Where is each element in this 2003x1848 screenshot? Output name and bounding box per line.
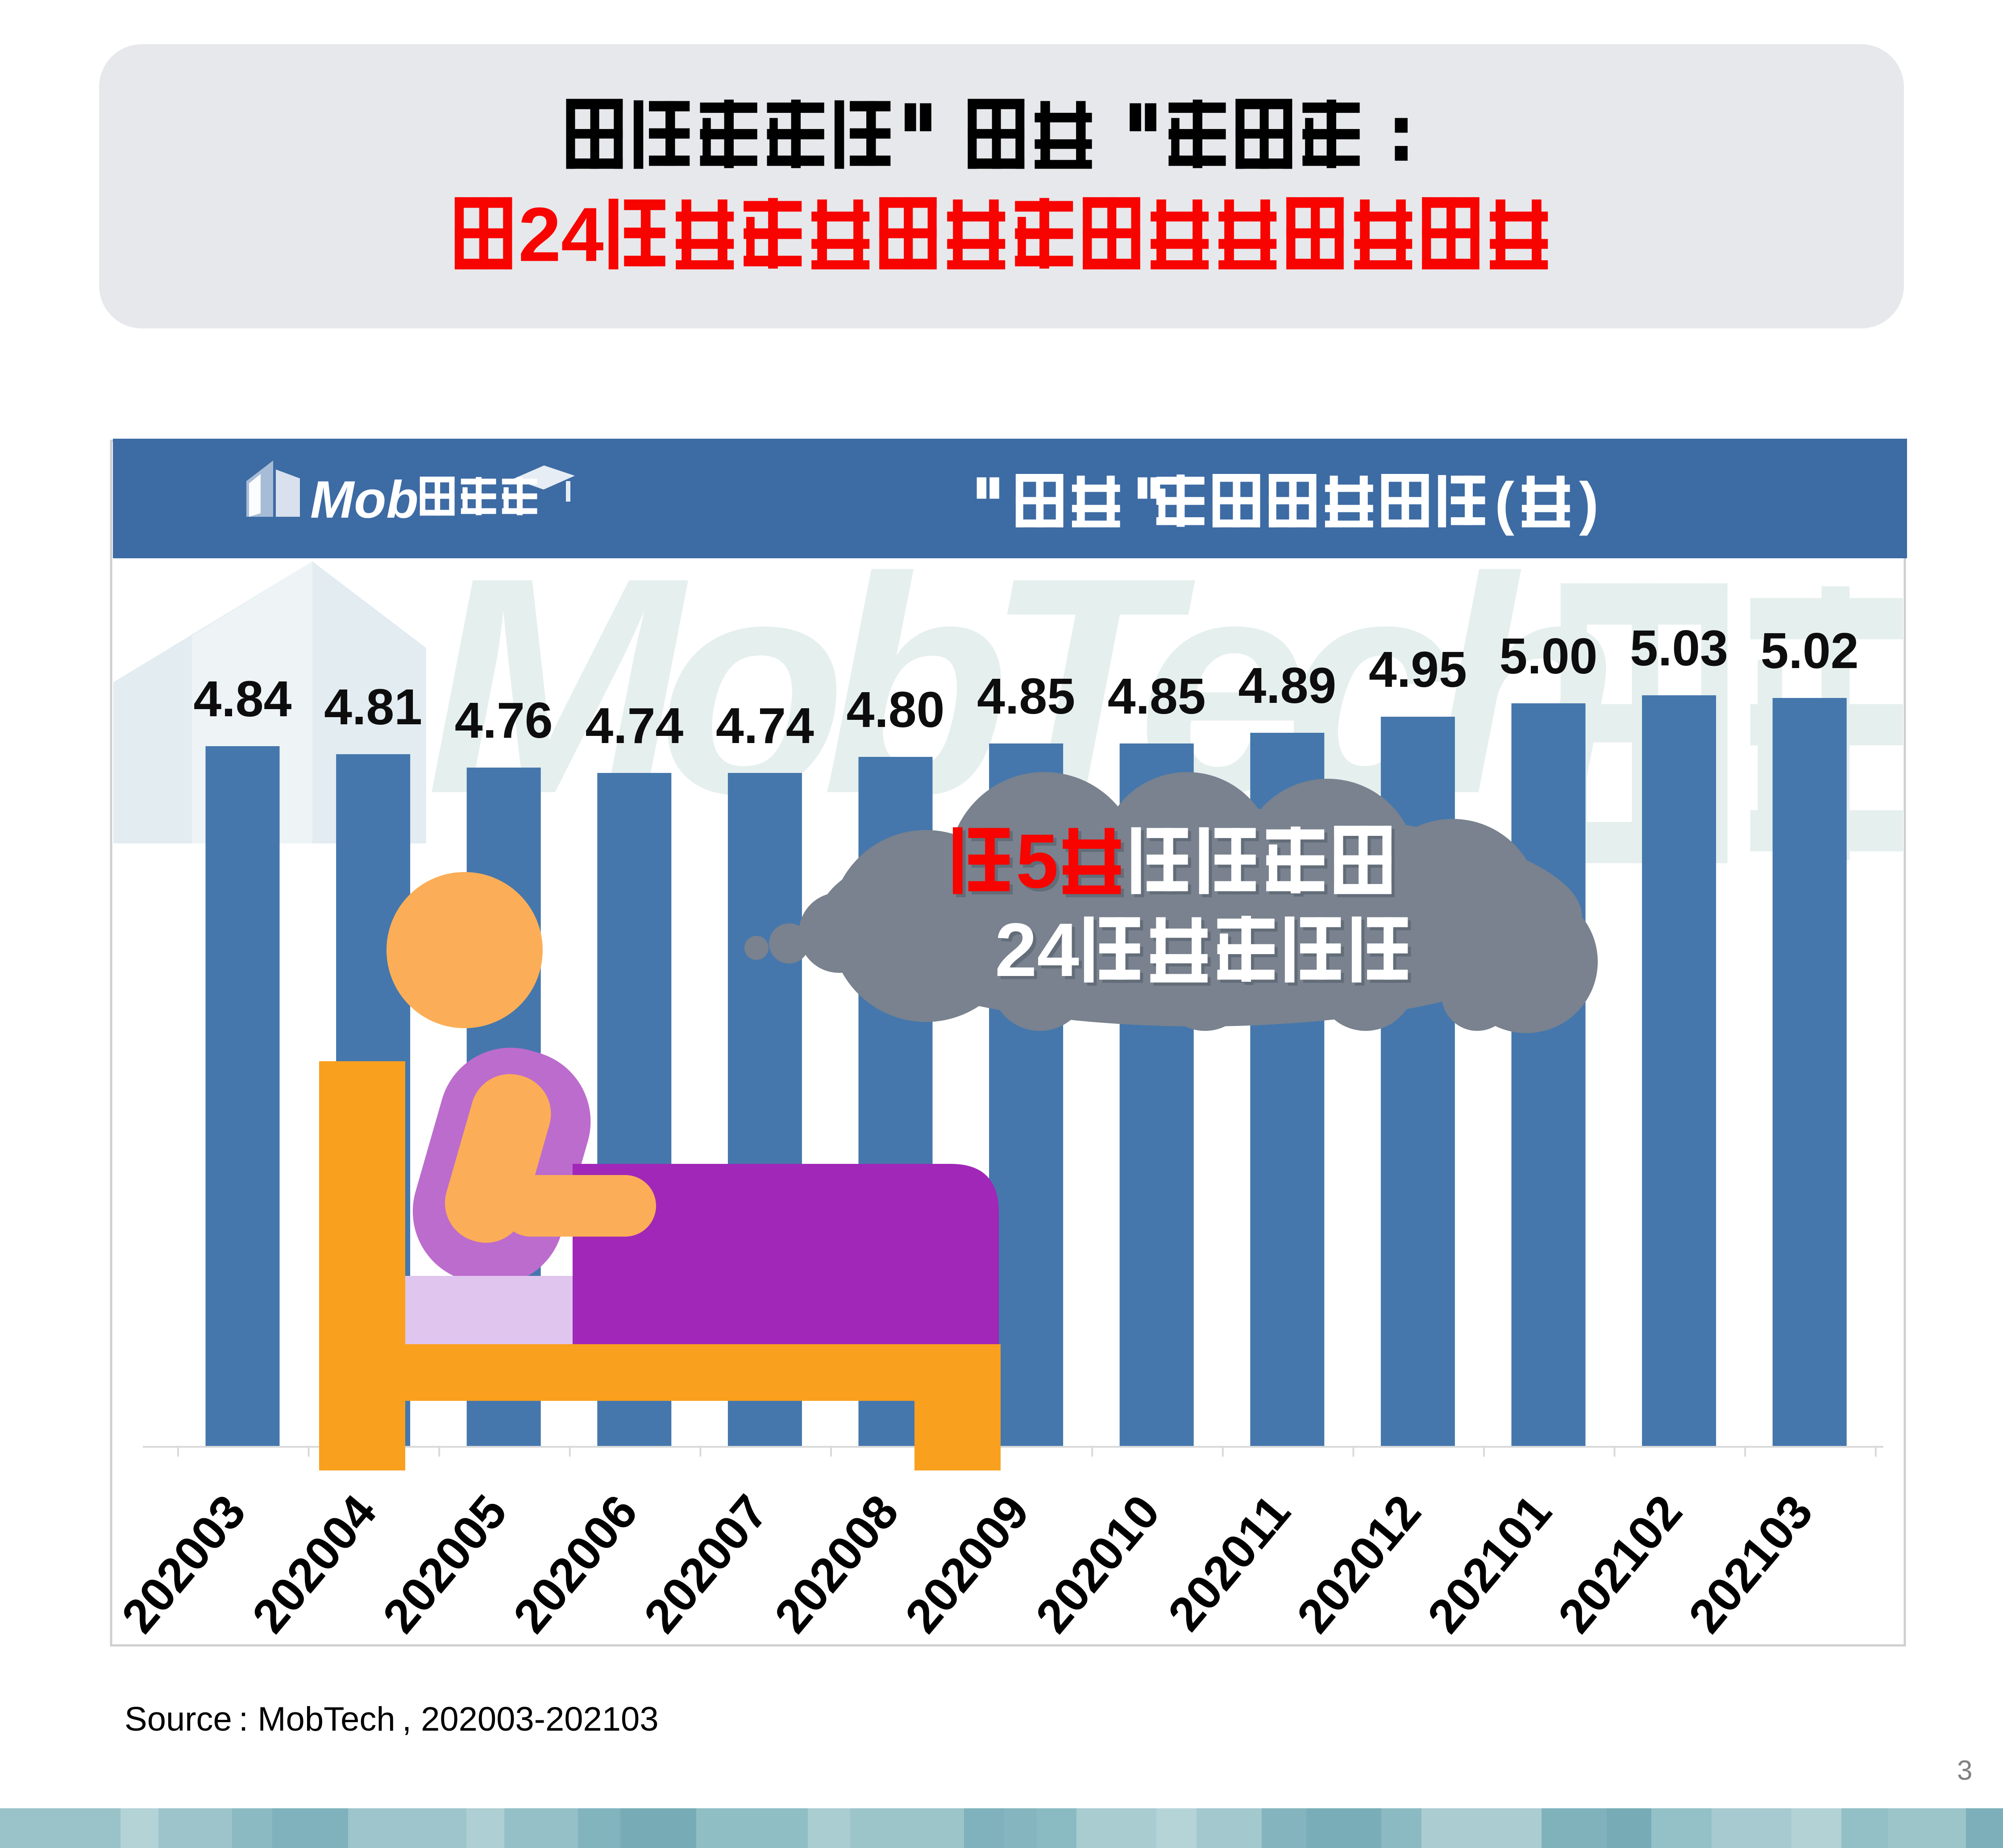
svg-text:5.02: 5.02 xyxy=(1761,623,1859,679)
svg-text:): ) xyxy=(1579,470,1599,536)
svg-text:4.84: 4.84 xyxy=(194,671,292,727)
svg-text:4.76: 4.76 xyxy=(455,692,553,748)
svg-text:4: 4 xyxy=(1037,908,1080,993)
svg-text:5: 5 xyxy=(1016,818,1059,904)
svg-text:4.85: 4.85 xyxy=(977,668,1075,724)
svg-text:4.74: 4.74 xyxy=(585,698,683,754)
svg-text:4.95: 4.95 xyxy=(1369,641,1467,698)
svg-text:4.74: 4.74 xyxy=(716,698,814,754)
svg-text:4: 4 xyxy=(561,192,604,278)
svg-text:4.80: 4.80 xyxy=(847,681,945,738)
svg-text:4.81: 4.81 xyxy=(324,679,422,735)
svg-text:5.03: 5.03 xyxy=(1630,620,1728,676)
svg-text:5: 5 xyxy=(1019,822,1062,907)
svg-text:5.00: 5.00 xyxy=(1500,628,1598,684)
svg-text:Mob: Mob xyxy=(310,470,418,529)
svg-text:(: ( xyxy=(1495,470,1514,536)
svg-text:2: 2 xyxy=(998,911,1040,996)
svg-text:4.85: 4.85 xyxy=(1108,668,1206,724)
svg-text:Source : MobTech , 202003-2021: Source : MobTech , 202003-202103 xyxy=(125,1700,659,1738)
svg-text:4: 4 xyxy=(1040,911,1083,996)
svg-text:2: 2 xyxy=(995,908,1037,993)
svg-text:4.89: 4.89 xyxy=(1238,657,1336,714)
svg-text:3: 3 xyxy=(1957,1755,1972,1786)
svg-text:2: 2 xyxy=(518,192,561,278)
